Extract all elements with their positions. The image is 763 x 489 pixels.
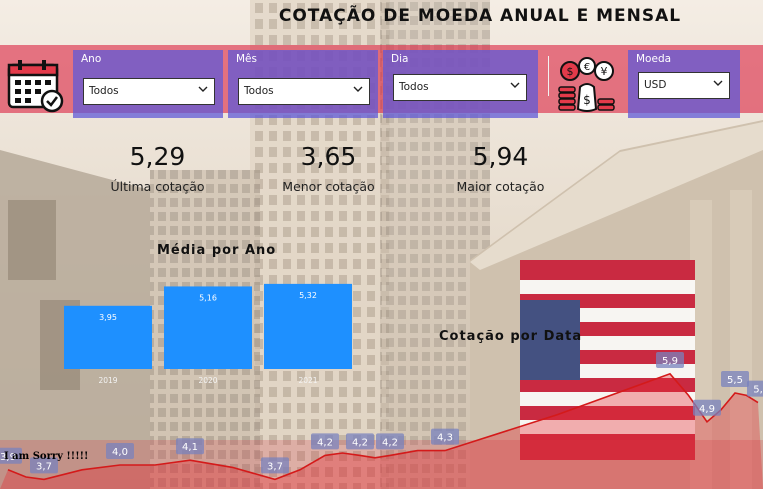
kpi-maior-label: Maior cotação — [456, 179, 545, 194]
data-label-box — [431, 428, 459, 445]
bar-category-label: 2019 — [98, 376, 117, 385]
bar-category-label: 2020 — [198, 376, 217, 385]
calendar-check-icon — [7, 60, 64, 113]
data-label-box — [261, 457, 289, 474]
data-label-box — [346, 433, 374, 450]
kpi-menor-value: 3,65 — [300, 142, 357, 171]
currency-coins-icon: $ € ¥ $ — [558, 57, 615, 112]
bar-chart-media-por-ano: 3,95 2019 5,16 2020 5,32 2021 — [64, 283, 352, 385]
data-label: 4,9 — [699, 404, 715, 415]
data-label-box — [106, 443, 134, 459]
data-label-box — [693, 399, 721, 416]
data-label: 3,7 — [267, 461, 283, 472]
dia-dropdown[interactable]: Todos — [393, 74, 527, 101]
data-label: 3,7 — [36, 461, 52, 472]
mes-dropdown[interactable]: Todos — [238, 78, 370, 105]
data-label-box — [176, 438, 204, 455]
slicer-dia-label: Dia — [391, 53, 409, 65]
kpi-menor-label: Menor cotação — [282, 179, 375, 194]
bar-value-label: 5,16 — [199, 293, 217, 302]
bar-2020[interactable] — [164, 286, 252, 369]
svg-text:$: $ — [567, 65, 574, 78]
data-label: 4,1 — [182, 442, 198, 453]
data-label-box — [311, 433, 339, 450]
data-label-box — [30, 457, 58, 474]
chevron-down-icon — [510, 82, 520, 88]
data-label-box — [747, 380, 763, 397]
slicer-dia: Dia Todos — [383, 50, 538, 118]
line-chart-title: Cotação por Data — [439, 329, 583, 344]
data-label: 5, — [753, 385, 763, 396]
slicer-mes-label: Mês — [236, 53, 257, 65]
slicer-mes: Mês Todos — [228, 50, 378, 118]
slicer-ano-label: Ano — [81, 53, 102, 65]
data-label: 4,0 — [112, 447, 128, 458]
chevron-down-icon — [198, 86, 208, 92]
filter-divider — [548, 56, 549, 96]
line-area — [0, 373, 763, 489]
bar-2019[interactable] — [64, 305, 152, 369]
chevron-down-icon — [353, 86, 363, 92]
page-title: COTAÇÃO DE MOEDA ANUAL E MENSAL — [278, 6, 682, 26]
data-label-box — [721, 371, 749, 387]
line-series — [7, 372, 759, 481]
kpi-ultima-label: Última cotação — [110, 179, 205, 194]
moeda-dropdown[interactable]: USD — [638, 72, 730, 99]
data-label: 5,5 — [727, 375, 743, 386]
bar-value-label: 5,32 — [299, 291, 317, 300]
data-label: 3,9 — [0, 452, 16, 463]
svg-text:€: € — [584, 62, 590, 73]
svg-text:$: $ — [583, 93, 591, 107]
chevron-down-icon — [713, 80, 723, 86]
bar-2021[interactable] — [264, 283, 352, 369]
ano-dropdown-value: Todos — [89, 85, 119, 97]
line-chart-cotacao-por-data: 3,9 3,7 4,0 4,1 3,7 4,2 4,2 4,2 4,3 5,9 4,9 5,5 5, — [0, 352, 763, 489]
data-label: 4,2 — [352, 437, 368, 448]
data-label: 4,2 — [382, 437, 398, 448]
data-label-box — [0, 447, 22, 464]
ano-dropdown[interactable]: Todos — [83, 78, 215, 105]
slicer-moeda: Moeda USD — [628, 50, 740, 118]
data-label-box — [656, 352, 684, 368]
kpi-maior-value: 5,94 — [472, 142, 529, 171]
data-label: 4,2 — [317, 437, 333, 448]
bar-category-label: 2021 — [298, 376, 317, 385]
slicer-moeda-label: Moeda — [636, 53, 672, 65]
footer-note: I am Sorry !!!!! — [4, 451, 89, 462]
data-label-box — [376, 433, 404, 450]
bar-chart-title: Média por Ano — [157, 243, 277, 258]
data-label: 4,3 — [437, 433, 453, 444]
dia-dropdown-value: Todos — [399, 81, 429, 93]
data-label: 5,9 — [662, 356, 678, 367]
svg-text:¥: ¥ — [601, 65, 608, 78]
mes-dropdown-value: Todos — [244, 85, 274, 97]
bar-value-label: 3,95 — [99, 313, 117, 322]
moeda-dropdown-value: USD — [644, 79, 667, 91]
slicer-ano: Ano Todos — [73, 50, 223, 118]
kpi-ultima-value: 5,29 — [129, 142, 186, 171]
